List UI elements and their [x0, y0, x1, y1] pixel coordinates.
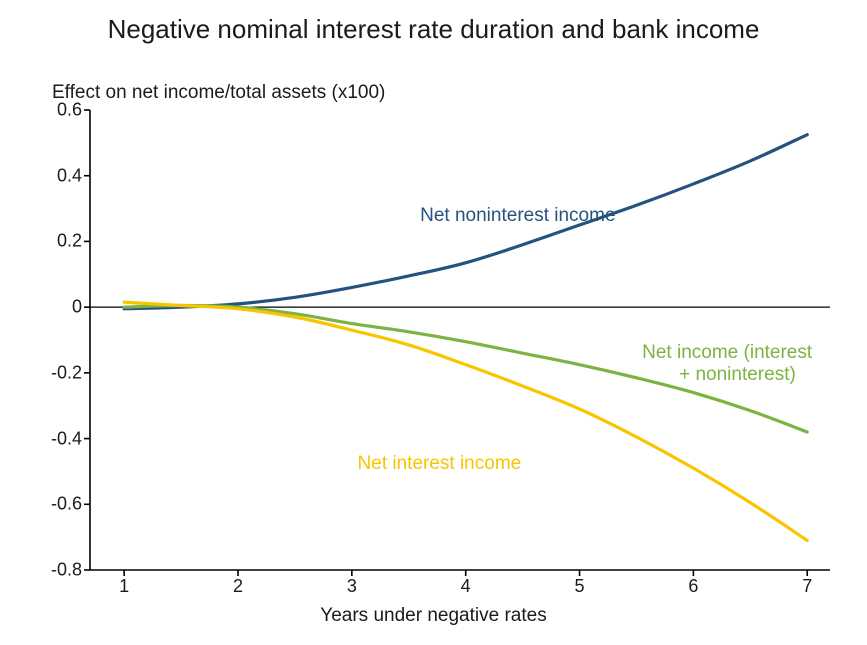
- y-tick-label: -0.8: [51, 560, 82, 581]
- series-line: [124, 306, 807, 433]
- x-axis-label: Years under negative rates: [0, 605, 867, 627]
- chart-svg: [90, 110, 830, 570]
- x-tick-label: 5: [575, 576, 585, 597]
- x-tick-label: 4: [461, 576, 471, 597]
- series-line: [124, 135, 807, 309]
- y-tick-label: 0.2: [57, 231, 82, 252]
- plot-area: 0.60.40.20-0.2-0.4-0.6-0.81234567Net non…: [90, 110, 830, 570]
- y-tick-label: -0.2: [51, 362, 82, 383]
- y-tick-label: 0.6: [57, 100, 82, 121]
- figure: Negative nominal interest rate duration …: [0, 0, 867, 645]
- y-tick-label: -0.6: [51, 494, 82, 515]
- x-tick-label: 2: [233, 576, 243, 597]
- chart-title: Negative nominal interest rate duration …: [0, 14, 867, 45]
- series-line: [124, 302, 807, 540]
- y-axis-label: Effect on net income/total assets (x100): [52, 82, 385, 104]
- x-tick-label: 7: [802, 576, 812, 597]
- x-tick-label: 1: [119, 576, 129, 597]
- x-tick-label: 6: [688, 576, 698, 597]
- y-tick-label: 0.4: [57, 165, 82, 186]
- x-tick-label: 3: [347, 576, 357, 597]
- y-tick-label: 0: [72, 297, 82, 318]
- y-tick-label: -0.4: [51, 428, 82, 449]
